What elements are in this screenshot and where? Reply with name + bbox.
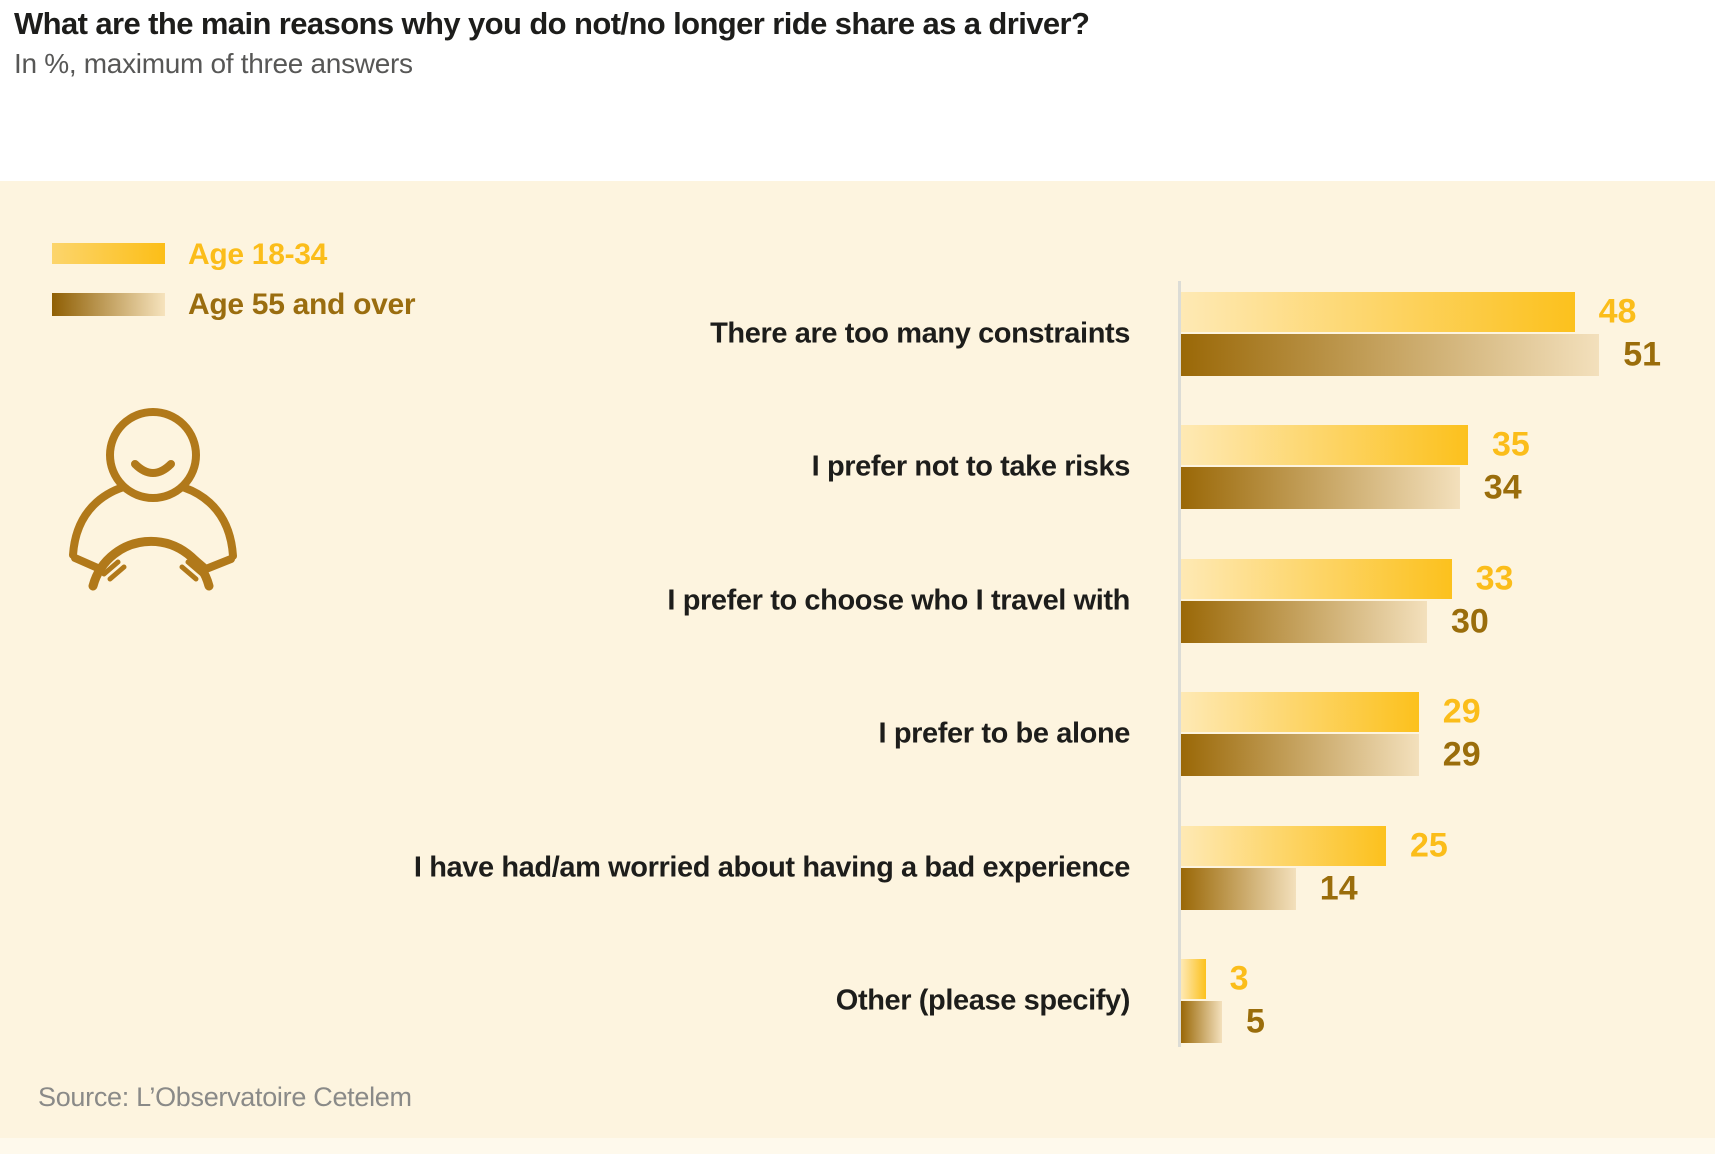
driver-left-hand [96, 553, 127, 582]
bar-age-18-34 [1181, 826, 1386, 866]
bar-age-55-over [1181, 601, 1427, 643]
value-label-age-18-34: 29 [1442, 692, 1481, 731]
bar-age-18-34 [1181, 559, 1452, 599]
category-label: I have had/am worried about having a bad… [413, 851, 1131, 884]
bar-age-18-34 [1181, 692, 1419, 732]
bar-age-55-over [1181, 467, 1460, 509]
value-label-age-55-over: 51 [1623, 335, 1662, 374]
driver-left-forearm [71, 554, 104, 573]
legend-label-age-18-34: Age 18-34 [188, 238, 328, 271]
bar-age-55-over [1181, 868, 1296, 910]
bar-age-18-34 [1181, 292, 1575, 332]
source-text: Source: L’Observatoire Cetelem [38, 1082, 412, 1112]
legend-swatch-age-18-34 [52, 243, 165, 264]
driver-steering-wheel-icon [69, 408, 237, 591]
bar-age-55-over [1181, 1001, 1222, 1043]
legend-swatch-age-55-over [52, 293, 165, 316]
value-label-age-18-34: 35 [1492, 425, 1530, 464]
value-label-age-55-over: 29 [1442, 735, 1481, 774]
bar-age-18-34 [1181, 959, 1206, 999]
category-label: I prefer to be alone [878, 717, 1131, 750]
value-label-age-55-over: 5 [1246, 1002, 1265, 1041]
category-label: There are too many constraints [710, 317, 1130, 350]
page-title: What are the main reasons why you do not… [14, 6, 1090, 41]
category-label: Other (please specify) [835, 984, 1131, 1017]
chart-axis-line [1178, 281, 1181, 1047]
panel-bottom-edge [0, 1138, 1715, 1154]
driver-smile [131, 460, 175, 477]
bar-age-55-over [1181, 734, 1419, 776]
value-label-age-55-over: 34 [1483, 468, 1522, 507]
value-label-age-55-over: 30 [1451, 602, 1489, 641]
legend-label-age-55-over: Age 55 and over [188, 288, 416, 321]
bar-age-55-over [1181, 334, 1600, 376]
value-label-age-18-34: 3 [1229, 959, 1249, 998]
value-label-age-18-34: 48 [1598, 292, 1637, 331]
bar-age-18-34 [1181, 425, 1468, 465]
driver-right-hand [179, 553, 210, 582]
value-label-age-55-over: 14 [1319, 869, 1358, 908]
driver-right-forearm [202, 555, 235, 573]
value-label-age-18-34: 33 [1475, 559, 1514, 598]
value-label-age-18-34: 25 [1410, 826, 1448, 865]
page-subtitle: In %, maximum of three answers [14, 48, 413, 79]
category-label: I prefer not to take risks [811, 450, 1131, 483]
category-label: I prefer to choose who I travel with [667, 584, 1130, 617]
driver-head [106, 408, 200, 502]
